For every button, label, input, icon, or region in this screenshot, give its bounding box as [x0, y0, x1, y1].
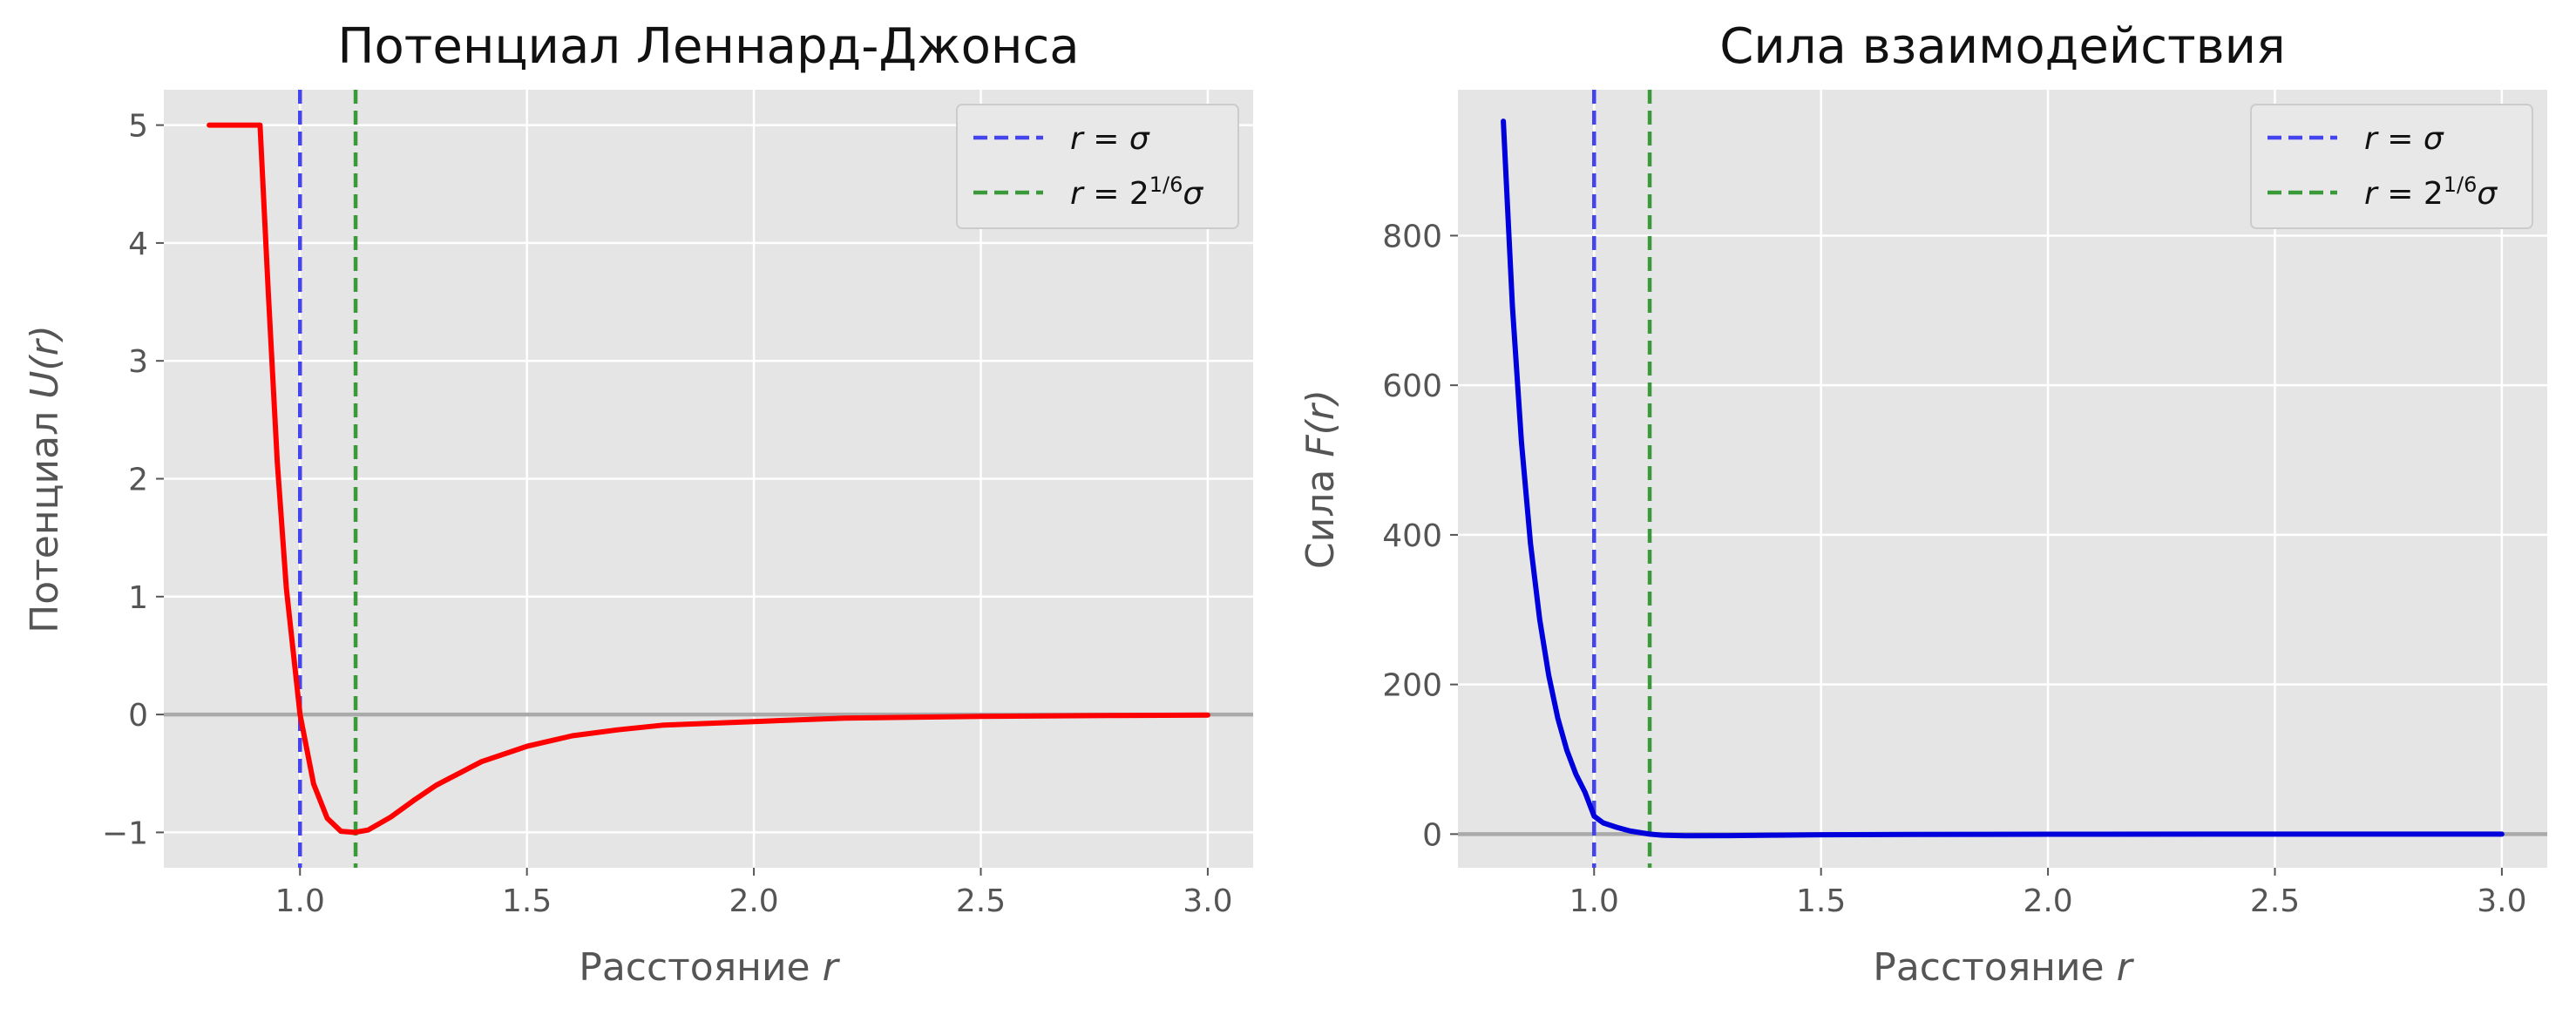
potential-title: Потенциал Леннард-Джонса: [337, 18, 1079, 75]
force-y-axis-label: Сила F(r): [1298, 389, 1343, 569]
force-y-tick-label: 0: [1422, 817, 1442, 853]
potential-x-tick-label: 2.5: [956, 883, 1006, 919]
potential-x-tick-label: 2.0: [729, 883, 778, 919]
force-y-tick-label: 800: [1382, 219, 1442, 254]
potential-curve: [207, 122, 1210, 836]
potential-y-tick-label: −1: [102, 815, 148, 851]
potential-y-tick-label: 2: [128, 463, 148, 498]
potential-y-tick-label: 1: [128, 580, 148, 616]
potential-chart: 1.0 1.5 2.0 2.5 3.0 −1 0 1 2 3 4 5 Потенциал Леннар…: [23, 18, 1253, 990]
potential-x-tick-label: 1.5: [502, 883, 552, 919]
force-title: Сила взаимодействия: [1719, 18, 2285, 75]
potential-y-tick-label: 3: [128, 344, 148, 380]
potential-legend-min-label: r = 21/6σ: [1070, 173, 1203, 212]
force-y-tick-label: 200: [1382, 668, 1442, 704]
potential-ticks: 1.0 1.5 2.0 2.5 3.0 −1 0 1 2 3 4 5: [102, 109, 1233, 919]
force-x-tick-label: 1.0: [1569, 883, 1619, 919]
potential-y-tick-label: 4: [128, 227, 148, 262]
force-legend-min-label: r = 21/6σ: [2364, 173, 2498, 212]
potential-legend: r = σ r = 21/6σ: [956, 104, 1239, 229]
potential-lines: [164, 90, 1253, 868]
force-x-axis-label: Расстояние r: [1873, 945, 2134, 990]
force-y-tick-label: 400: [1382, 518, 1442, 554]
potential-x-tick-label: 3.0: [1183, 883, 1232, 919]
force-y-tick-label: 600: [1382, 369, 1442, 404]
force-legend-sigma-label: r = σ: [2364, 121, 2444, 157]
force-x-tick-label: 2.0: [2023, 883, 2072, 919]
potential-x-tick-label: 1.0: [275, 883, 325, 919]
potential-grid: [164, 90, 1253, 868]
force-x-tick-label: 1.5: [1796, 883, 1846, 919]
force-legend: r = σ r = 21/6σ: [2250, 104, 2533, 229]
force-lines: [1458, 90, 2547, 868]
potential-legend-sigma-label: r = σ: [1070, 121, 1150, 157]
force-x-tick-label: 2.5: [2250, 883, 2300, 919]
potential-x-axis-label: Расстояние r: [579, 945, 840, 990]
potential-y-tick-label: 0: [128, 698, 148, 734]
force-ticks: 1.0 1.5 2.0 2.5 3.0 0 200 400 600 800: [1382, 219, 2526, 919]
potential-y-axis-label: Потенциал U(r): [23, 325, 67, 633]
potential-legend-box: [956, 104, 1239, 229]
force-x-tick-label: 3.0: [2477, 883, 2526, 919]
force-curve: [1501, 118, 2505, 839]
force-legend-box: [2250, 104, 2533, 229]
potential-y-tick-label: 5: [128, 109, 148, 145]
force-chart: 1.0 1.5 2.0 2.5 3.0 0 200 400 600 800 Сила взаимо…: [1298, 18, 2547, 990]
